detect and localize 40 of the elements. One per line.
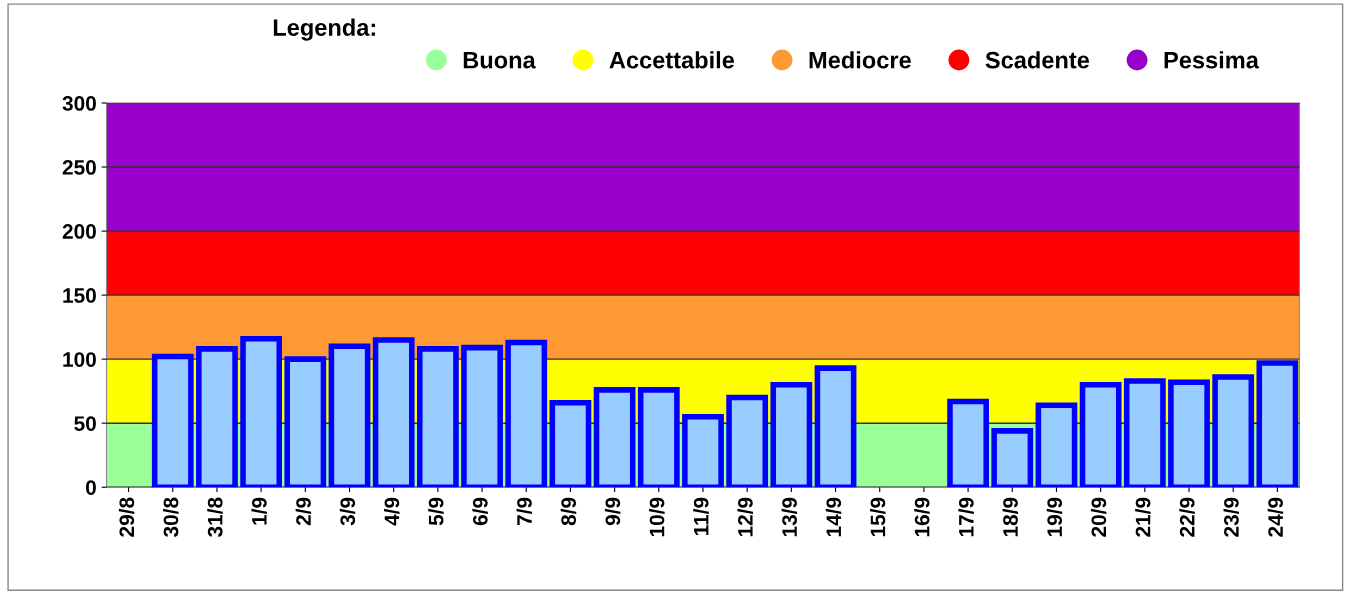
x-tick-label: 24/9 xyxy=(1267,497,1284,537)
x-tick-label: 16/9 xyxy=(914,497,930,537)
x-tick-label: 5/9 xyxy=(428,497,444,526)
x-tick-label: 14/9 xyxy=(825,497,842,537)
x-tick-label: 11/9 xyxy=(693,497,709,536)
x-tick-label: 8/9 xyxy=(560,497,577,526)
y-tick-label: 200 xyxy=(62,224,96,239)
x-tick-label: 31/8 xyxy=(207,497,223,537)
legend-title: Legenda: xyxy=(273,18,375,41)
x-tick-label: 7/9 xyxy=(516,497,533,525)
x-tick-label: 2/9 xyxy=(295,497,312,526)
y-tick-label: 250 xyxy=(62,160,96,175)
y-tick-label: 0 xyxy=(86,480,96,495)
x-tick-label: 12/9 xyxy=(737,497,753,537)
legend-label: Accettabile xyxy=(609,51,735,69)
legend-label: Mediocre xyxy=(809,51,911,69)
legend-label: Buona xyxy=(463,52,536,69)
x-tick-label: 30/8 xyxy=(163,497,179,537)
legend-label: Pessima xyxy=(1164,51,1260,69)
x-tick-label: 3/9 xyxy=(339,497,356,526)
y-tick-label: 50 xyxy=(74,416,96,431)
x-tick-label: 9/9 xyxy=(604,497,621,526)
y-tick-label: 150 xyxy=(63,288,96,303)
x-tick-label: 1/9 xyxy=(251,497,267,525)
x-tick-label: 13/9 xyxy=(781,497,798,537)
x-tick-label: 6/9 xyxy=(472,497,488,526)
y-tick-label: 100 xyxy=(63,352,96,367)
x-tick-label: 10/9 xyxy=(649,497,665,537)
x-tick-label: 4/9 xyxy=(383,497,400,526)
x-tick-label: 18/9 xyxy=(1002,497,1019,537)
x-tick-label: 17/9 xyxy=(958,497,974,537)
x-tick-label: 19/9 xyxy=(1046,497,1063,537)
legend-label: Scadente xyxy=(985,51,1090,69)
x-tick-label: 29/8 xyxy=(118,497,135,537)
x-tick-label: 20/9 xyxy=(1090,497,1107,537)
y-tick-label: 300 xyxy=(62,96,96,111)
x-tick-label: 22/9 xyxy=(1179,497,1195,537)
x-tick-label: 21/9 xyxy=(1135,497,1151,537)
x-tick-label: 15/9 xyxy=(870,497,886,537)
x-tick-label: 23/9 xyxy=(1223,497,1239,537)
